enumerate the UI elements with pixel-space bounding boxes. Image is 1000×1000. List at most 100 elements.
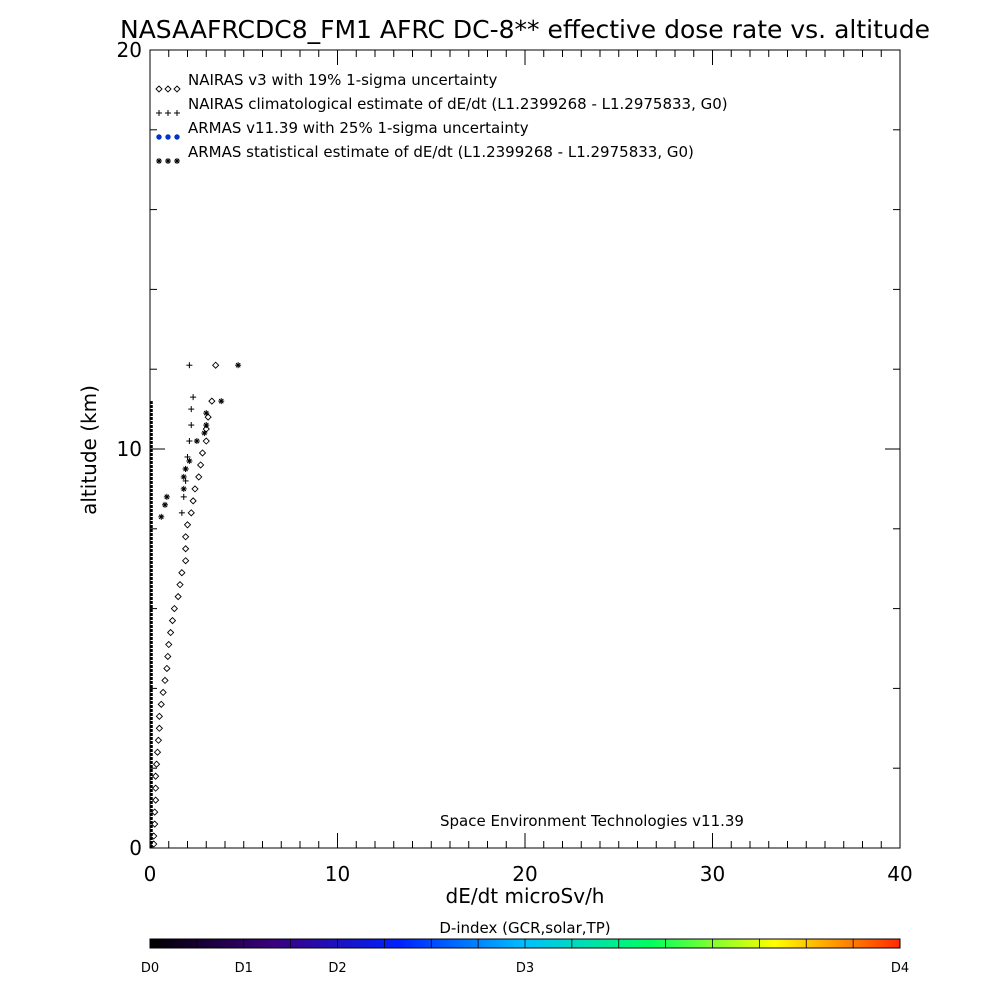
legend-label: ARMAS v11.39 with 25% 1-sigma uncertaint… <box>188 119 529 137</box>
legend-marker <box>165 110 171 116</box>
data-point <box>195 473 203 481</box>
data-point <box>151 820 159 828</box>
data-point <box>168 616 177 625</box>
legend-marker <box>155 85 163 93</box>
y-tick-label: 20 <box>117 38 142 62</box>
data-point <box>198 449 207 457</box>
data-point <box>181 557 190 565</box>
data-point <box>203 422 210 429</box>
x-tick-label: 30 <box>700 862 725 886</box>
data-layer <box>150 361 242 848</box>
legend-marker <box>156 110 162 116</box>
data-point <box>180 485 187 492</box>
data-point <box>165 640 173 649</box>
colorbar-tick-label: D3 <box>516 961 534 976</box>
y-tick-label: 10 <box>117 437 142 461</box>
data-point <box>155 712 164 720</box>
data-point <box>159 688 167 697</box>
legend-label: NAIRAS climatological estimate of dE/dt … <box>188 95 728 113</box>
data-point <box>178 509 185 516</box>
data-point <box>161 676 169 685</box>
legend-marker <box>156 134 162 140</box>
colorbar-ticks: D0 D1 D2 D3 D4 <box>141 939 909 976</box>
legend-marker <box>165 158 171 164</box>
data-point <box>166 628 175 637</box>
data-point <box>158 513 165 520</box>
x-axis-label: dE/dt microSv/h <box>446 884 605 908</box>
data-point <box>187 509 195 517</box>
data-point <box>163 493 170 500</box>
credit-text: Space Environment Technologies v11.39 <box>440 812 744 830</box>
data-point <box>176 581 184 589</box>
data-point <box>164 652 172 661</box>
legend-label: ARMAS statistical estimate of dE/dt (L1.… <box>188 143 694 161</box>
legend-marker <box>165 134 171 140</box>
y-tick-label: 0 <box>129 836 142 860</box>
data-point <box>180 473 187 480</box>
data-point <box>186 438 193 445</box>
data-point <box>152 760 161 768</box>
data-point <box>202 437 210 445</box>
legend-marker <box>174 134 180 140</box>
x-tick-label: 10 <box>325 862 350 886</box>
data-point <box>162 501 168 508</box>
colorbar-tick-label: D0 <box>141 961 159 976</box>
legend-item: NAIRAS v3 with 19% 1-sigma uncertainty <box>155 71 497 93</box>
x-tick-label: 20 <box>512 862 537 886</box>
legend-marker <box>173 85 181 93</box>
x-tick-label: 40 <box>887 862 912 886</box>
legend-marker <box>174 158 180 164</box>
data-point <box>151 784 160 792</box>
data-point <box>181 545 190 553</box>
colorbar-title: D-index (GCR,solar,TP) <box>439 919 610 937</box>
data-point <box>186 362 193 369</box>
y-axis-label: altitude (km) <box>77 385 101 515</box>
data-point <box>153 748 162 756</box>
legend-item: ARMAS v11.39 with 25% 1-sigma uncertaint… <box>156 119 529 140</box>
data-point <box>208 397 216 405</box>
data-point <box>181 533 190 541</box>
data-point <box>211 361 220 369</box>
data-point <box>235 362 242 369</box>
series-2 <box>178 362 197 516</box>
legend-marker <box>156 158 162 164</box>
colorbar-tick-label: D4 <box>891 961 909 976</box>
data-point <box>193 438 200 445</box>
data-point <box>183 521 192 529</box>
data-point <box>155 724 164 732</box>
series-4 <box>158 362 242 520</box>
data-point <box>190 394 197 401</box>
data-point <box>157 700 165 708</box>
data-point <box>163 664 171 673</box>
data-point <box>202 425 210 433</box>
data-point <box>151 796 160 804</box>
data-point <box>178 569 186 577</box>
legend-marker <box>164 85 172 93</box>
data-point <box>188 422 195 429</box>
legend: NAIRAS v3 with 19% 1-sigma uncertainty NA… <box>155 71 728 164</box>
x-tick-label: 0 <box>144 862 157 886</box>
data-point <box>186 457 193 464</box>
data-point <box>203 410 210 417</box>
series-1 <box>150 361 220 848</box>
legend-label: NAIRAS v3 with 19% 1-sigma uncertainty <box>188 71 497 89</box>
data-point <box>150 840 158 848</box>
data-point <box>150 832 158 840</box>
plot-area: 0 10 20 30 40 0 10 20 <box>117 38 913 886</box>
data-point <box>170 604 179 613</box>
data-point <box>218 398 225 405</box>
data-point <box>201 430 208 437</box>
colorbar-tick-label: D2 <box>328 961 346 976</box>
plot-border <box>149 49 901 849</box>
legend-marker <box>174 110 180 116</box>
data-point <box>189 497 197 505</box>
legend-item: ARMAS statistical estimate of dE/dt (L1.… <box>156 143 694 164</box>
data-point <box>188 406 195 413</box>
data-point <box>151 772 160 780</box>
legend-item: NAIRAS climatological estimate of dE/dt … <box>156 95 728 116</box>
data-point <box>151 808 159 816</box>
data-point <box>154 736 163 744</box>
data-point <box>191 485 199 493</box>
chart-title: NASAAFRCDC8_FM1 AFRC DC-8** effective do… <box>120 15 930 44</box>
